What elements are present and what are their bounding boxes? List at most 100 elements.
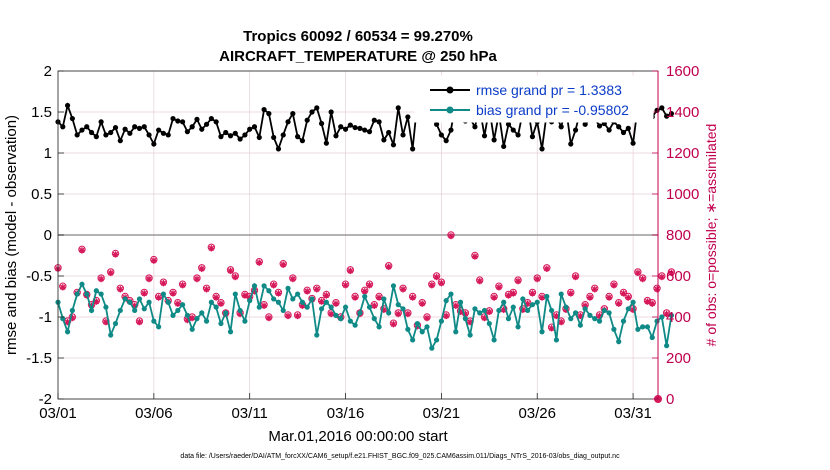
bias-point [103,304,109,310]
bias-point [635,326,641,332]
rmse-point [620,129,627,136]
rmse-point [371,117,377,123]
rmse-point [160,130,167,136]
obs-assimilated-point [534,275,541,283]
rmse-point [146,132,152,138]
bias-point [180,302,186,308]
obs-assimilated-point [256,259,263,266]
obs-assimilated-point [294,312,301,320]
bias-point [620,318,627,324]
bias-point [510,304,516,310]
bias-point [275,299,282,305]
bias-point [568,316,574,322]
bias-point [79,281,85,287]
rmse-point [299,138,306,144]
obs-assimilated-point [227,267,234,275]
bias-point [525,307,531,314]
bias-point [611,326,617,332]
obs-assimilated-point [615,300,622,307]
rmse-point [88,129,95,136]
obs-assimilated-point [366,282,373,289]
bias-point [69,307,75,314]
rmse-point [64,102,71,109]
obs-assimilated-point [174,300,182,307]
bias-point [247,298,253,304]
left-y-axis-label: rmse and bias (model - observation) [3,115,20,355]
rmse-point [362,127,368,133]
rmse-point [443,138,449,144]
bias-point [366,304,373,310]
bias-point [606,310,612,316]
rmse-point [366,129,373,135]
rmse-point [117,138,123,144]
obs-assimilated-point [193,275,201,283]
rmse-point [151,141,157,147]
rmse-point [227,133,234,139]
right-tick-label: 600 [666,268,691,285]
bias-point [481,307,488,314]
obs-assimilated-point [438,279,445,287]
left-tick-label: -2 [39,391,52,408]
bias-point [338,316,344,322]
left-tick-label: -1 [39,309,52,326]
obs-assimilated-point [447,232,455,240]
bias-point [515,324,521,330]
bias-point [654,318,660,324]
bias-point [271,296,277,302]
bias-point [165,299,171,305]
rmse-point [529,134,536,140]
rmse-point [79,127,85,133]
obs-assimilated-point [212,294,220,301]
obs-assimilated-point [428,282,436,289]
rmse-point [659,105,665,111]
obs-assimilated-point [620,290,627,297]
rmse-point [156,127,162,133]
bias-point [664,343,670,349]
obs-assimilated-point [260,302,268,309]
obs-assimilated-point [270,282,277,289]
obs-assimilated-point [510,290,517,297]
obs-assimilated-point [423,314,431,322]
obs-assimilated-point [323,292,330,299]
bias-point [582,306,588,312]
rmse-point [247,126,253,132]
rmse-point [606,127,612,133]
bias-point [577,322,583,328]
rmse-point [223,129,229,136]
bias-point [649,334,655,341]
bias-point [529,302,536,308]
bias-point [136,296,143,302]
bias-point [88,307,95,314]
rmse-point [251,124,258,130]
obs-assimilated-point [208,245,215,252]
left-tick-label: 0 [44,227,52,244]
bias-point [625,306,631,312]
rmse-point [668,111,675,117]
bias-point [93,288,99,294]
rmse-point [472,124,478,130]
rmse-point [108,129,114,136]
bias-point [414,320,421,327]
legend-rmse-marker [446,86,454,94]
bias-point [194,316,200,322]
bias-point [314,332,320,338]
rmse-point [136,125,143,131]
rmse-point [448,127,454,133]
obs-assimilated-point [634,269,642,277]
obs-assimilated-point [653,286,661,293]
rmse-point [304,117,310,123]
obs-assimilated-point [409,294,416,301]
obs-assimilated-point [97,275,105,283]
bias-point [290,296,296,302]
obs-assimilated-point [572,273,579,281]
rmse-point [572,127,579,133]
obs-assimilated-point [505,292,512,299]
rmse-point [141,124,147,130]
obs-assimilated-point [548,325,555,332]
bias-point [596,318,603,324]
bias-point [644,324,651,330]
rmse-point [74,132,80,138]
rmse-point [510,127,516,133]
obs-assimilated-point [644,298,651,305]
bias-point [132,307,138,314]
